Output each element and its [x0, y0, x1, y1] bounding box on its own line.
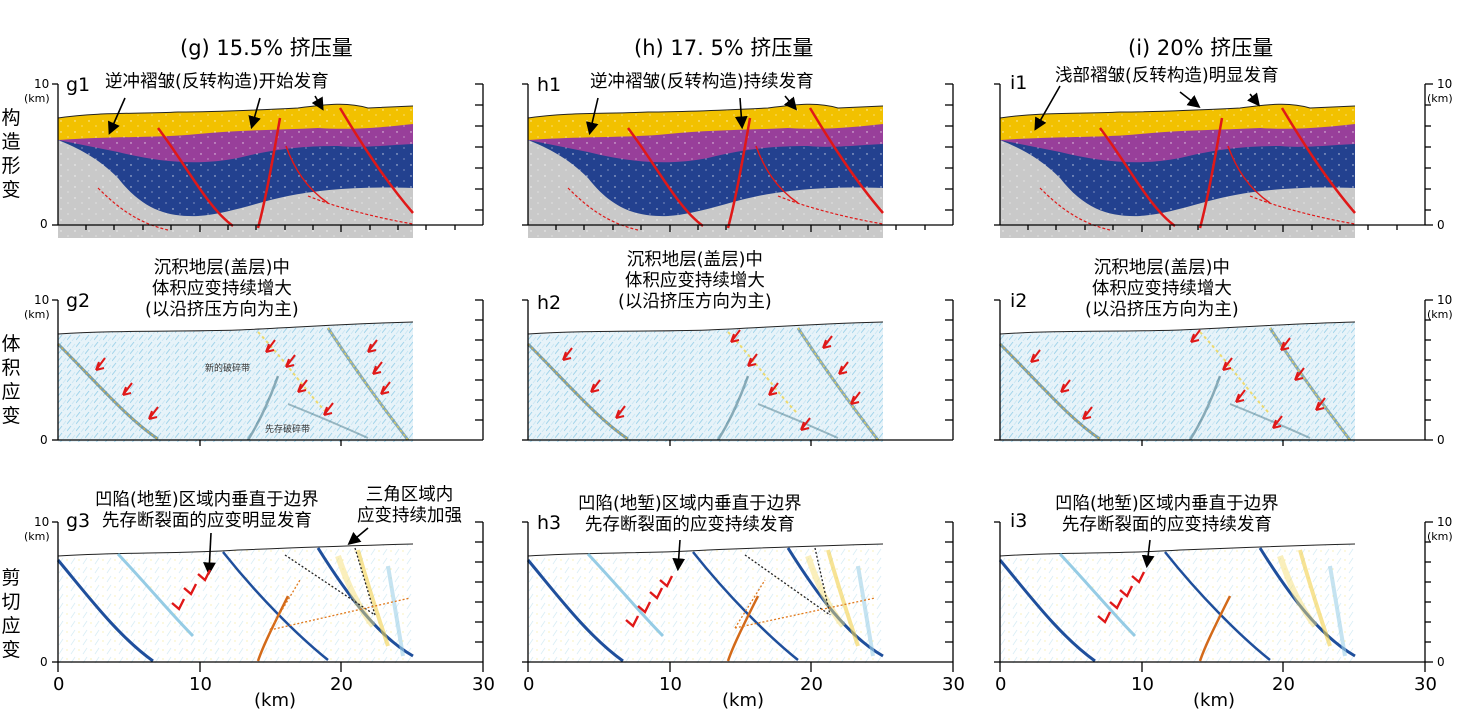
annotation-g1: 逆冲褶皱(反转构造)开始发育 — [105, 72, 329, 92]
x-tick-i-0: 0 — [995, 674, 1007, 695]
panel-label-g2: g2 — [66, 290, 91, 312]
annotation-i3: 凹陷(地堑)区域内垂直于边界 先存断裂面的应变持续发育 — [1055, 494, 1279, 535]
x-tick-i-30: 30 — [1414, 674, 1437, 695]
x-tick-h-20: 20 — [800, 674, 823, 695]
y-unit-right-3: (km) — [1427, 530, 1453, 543]
y-tick-bottom-right-1: 0 — [1437, 218, 1445, 232]
x-tick-h-30: 30 — [942, 674, 965, 695]
x-tick-g-0: 0 — [53, 674, 65, 695]
annotation-arrows — [108, 85, 1260, 576]
x-label-g: (km) — [254, 690, 297, 711]
g3-triangle-lines — [269, 547, 411, 631]
annotation-g2-old-zone: 先存破碎带 — [265, 425, 311, 435]
y-unit-g2: (km) — [24, 308, 50, 321]
annotation-i2: 沉积地层(盖层)中 体积应变持续增大 (以沿挤压方向为主) — [1085, 258, 1239, 320]
y-unit-right-1: (km) — [1427, 92, 1453, 105]
x-tick-g-10: 10 — [189, 674, 212, 695]
x-tick-i-20: 20 — [1272, 674, 1295, 695]
panel-g2-plot — [56, 320, 415, 444]
annotation-i1: 浅部褶皱(反转构造)明显发育 — [1055, 66, 1279, 86]
x-label-i: (km) — [1193, 690, 1236, 711]
annotation-g2-new-zone: 新的破碎带 — [205, 364, 251, 374]
annotation-h2: 沉积地层(盖层)中 体积应变持续增大 (以沿挤压方向为主) — [618, 250, 772, 312]
column-title-g: (g) 15.5% 挤压量 — [180, 36, 353, 60]
row-label-shear-strain: 剪切应变 — [1, 567, 21, 661]
panel-label-i1: i1 — [1010, 72, 1028, 94]
panel-i2-plot — [998, 320, 1357, 444]
panel-i1-plot — [998, 102, 1357, 240]
x-tick-g-20: 20 — [330, 674, 353, 695]
y-tick-bottom-g2: 0 — [40, 433, 48, 447]
x-label-h: (km) — [722, 690, 765, 711]
x-tick-h-10: 10 — [659, 674, 682, 695]
panel-g3-plot — [58, 544, 413, 664]
panel-h3-plot — [528, 544, 883, 664]
y-tick-bottom-right-2: 0 — [1437, 433, 1445, 447]
y-tick-top-g2: 10 — [34, 293, 50, 307]
row-label-volumetric-strain: 体积应变 — [1, 333, 21, 427]
red-chevrons-row3 — [171, 569, 1146, 628]
panel-i3-plot — [1000, 544, 1355, 664]
y-unit-g1: (km) — [24, 92, 50, 105]
panel-label-i2: i2 — [1010, 290, 1028, 312]
panel-label-g3: g3 — [66, 510, 91, 532]
panel-label-h2: h2 — [537, 292, 562, 314]
panel-g1-plot — [56, 102, 415, 240]
y-tick-bottom-g3: 0 — [40, 655, 48, 669]
row-label-deformation: 构造形变 — [1, 107, 21, 201]
y-axes-right — [475, 83, 1433, 663]
x-tick-g-30: 30 — [472, 674, 495, 695]
panel-label-i3: i3 — [1010, 510, 1028, 532]
annotation-g3-triangle: 三角区域内 应变持续加强 — [357, 485, 462, 526]
y-axes-left — [52, 83, 1001, 663]
annotation-h3: 凹陷(地堑)区域内垂直于边界 先存断裂面的应变持续发育 — [578, 494, 802, 535]
annotation-g3-graben: 凹陷(地堑)区域内垂直于边界 先存断裂面的应变明显发育 — [95, 490, 319, 531]
column-title-i: (i) 20% 挤压量 — [1128, 36, 1274, 60]
y-tick-top-right-2: 10 — [1437, 293, 1453, 307]
y-tick-top-g3: 10 — [34, 515, 50, 529]
panel-label-h3: h3 — [537, 512, 562, 534]
y-tick-top-g1: 10 — [34, 77, 50, 91]
annotation-h1: 逆冲褶皱(反转构造)持续发育 — [590, 72, 814, 92]
annotation-g2: 沉积地层(盖层)中 体积应变持续增大 (以沿挤压方向为主) — [145, 258, 299, 320]
y-tick-top-right-1: 10 — [1437, 77, 1453, 91]
y-tick-top-right-3: 10 — [1437, 515, 1453, 529]
panel-label-h1: h1 — [537, 74, 562, 96]
h3-triangle-lines — [734, 547, 876, 629]
panel-h1-plot — [526, 102, 885, 240]
red-arrows-row2 — [95, 329, 1326, 431]
x-axes — [57, 224, 1426, 672]
x-tick-i-10: 10 — [1131, 674, 1154, 695]
y-tick-bottom-right-3: 0 — [1437, 655, 1445, 669]
y-tick-bottom-g1: 0 — [40, 217, 48, 231]
x-tick-h-0: 0 — [523, 674, 535, 695]
y-unit-right-2: (km) — [1427, 308, 1453, 321]
panel-label-g1: g1 — [66, 74, 91, 96]
column-title-h: (h) 17. 5% 挤压量 — [634, 36, 814, 60]
y-unit-g3: (km) — [24, 530, 50, 543]
